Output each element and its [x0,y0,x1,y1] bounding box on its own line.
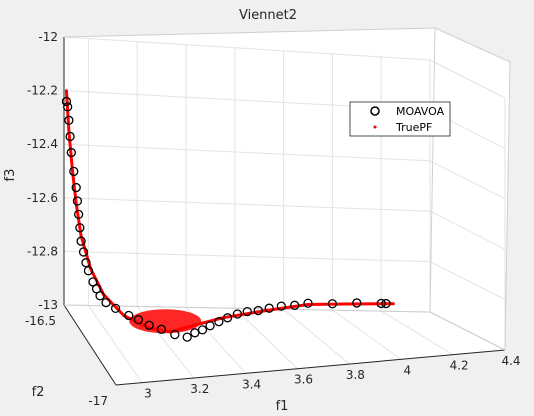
x-tick-label-1: 3.2 [190,382,209,396]
back-wall [64,28,435,312]
moavoa-point-7 [72,196,83,206]
moavoa-point-0 [61,96,72,107]
z-tick-label-3: -12.6 [27,191,58,205]
moavoa-point-18 [110,303,121,314]
moavoa-point-27 [205,321,215,331]
legend-moavoa-marker [370,106,380,116]
moavoa-point-9 [75,223,85,233]
x-tick-label-7: 4.4 [501,354,520,368]
grid-x-floor-5 [332,309,402,360]
grid-x-floor-4 [283,308,350,365]
z-tick-label-5: -13 [38,298,58,312]
moavoa-point-11 [78,247,89,257]
truepf-point-1 [67,129,71,133]
moavoa-point-20 [133,315,144,325]
z-tick-label-4: -12.8 [27,244,58,258]
grid-z-back-0 [63,36,431,61]
moavoa-point-34 [276,301,286,311]
truepf-point-0 [64,89,68,93]
chart-title: Viennet2 [239,8,297,23]
y-axis-label: f2 [32,385,45,400]
moavoa-point-3 [65,131,75,142]
grid-z-side-2 [429,160,506,200]
moavoa-point-40 [381,298,391,309]
moavoa-point-24 [182,332,192,342]
truepf-point-2 [71,169,75,173]
legend-moavoa-label: MOAVOA [396,105,445,118]
moavoa-point-28 [214,317,224,327]
moavoa-point-30 [232,309,243,319]
right-wall [430,28,510,350]
z-tick-label-1: -12.2 [27,84,58,98]
grid-z-back-3 [63,197,431,212]
z-tick-label-2: -12.4 [27,137,58,151]
moavoa-point-4 [66,147,76,158]
moavoa-point-39 [376,298,386,309]
z-axis-label: f3 [3,169,18,182]
moavoa-point-36 [303,298,313,308]
moavoa-point-23 [170,329,180,340]
moavoa-point-19 [124,310,134,321]
moavoa-point-31 [242,306,252,317]
x-tick-label-0: 3 [144,387,152,401]
legend-box [349,101,451,137]
grid-z-side-3 [429,210,506,250]
moavoa-point-32 [253,305,263,316]
moavoa-point-13 [83,266,94,276]
x-tick-label-4: 3.8 [346,368,365,382]
moavoa-point-1 [63,102,73,112]
x-tick-label-2: 3.4 [242,377,261,391]
x-axis-label: f1 [276,399,289,414]
x-tick-label-6: 4.2 [450,359,469,373]
grid-z-side-0 [429,59,506,99]
z-tick-label-0: -12 [38,30,58,44]
truepf-point-14 [343,302,347,306]
grid-x-floor-6 [380,310,454,356]
grid-x-floor-0 [87,305,143,383]
moavoa-point-25 [190,328,200,338]
moavoa-point-22 [156,324,167,334]
tick-labels: 3 3.2 3.4 3.6 3.8 4 4.2 4.4 -12 -12.2 -12.4 -12.6 -1… [25,30,521,408]
moavoa-point-10 [76,236,86,246]
y-tick-label-1: -17 [88,394,108,408]
axis-lines [63,27,511,386]
moavoa-point-8 [73,209,84,220]
grid-z-back-4 [63,250,431,263]
moavoa-point-17 [101,297,111,308]
legend-truepf-label: TruePF [395,121,432,134]
moavoa-point-35 [290,300,300,310]
x-tick-label-5: 4 [403,363,411,377]
grid-z-back-2 [63,143,431,162]
moavoa-point-16 [95,291,105,301]
moavoa-point-33 [264,303,274,313]
moavoa-point-26 [197,325,208,335]
x-tick-label-3: 3.6 [294,373,313,387]
moavoa-point-5 [69,166,79,177]
truepf-point-4 [79,234,83,238]
truepf-point-15 [391,302,395,306]
grid [63,36,506,386]
moavoa-point-29 [222,313,233,323]
legend-truepf-marker [373,125,377,129]
moavoa-point-37 [327,299,338,309]
moavoa-point-2 [64,115,74,125]
moavoa-point-6 [71,182,81,193]
moavoa-point-21 [144,320,154,330]
moavoa-point-12 [81,258,91,268]
y-tick-label-0: -16.5 [25,314,56,328]
truepf-point-10 [189,324,193,328]
truepf-knee-cluster [129,309,202,334]
truepf-point-13 [306,303,310,307]
grid-x-floor-3 [234,307,298,370]
legend: MOAVOA TruePF [349,101,451,137]
moavoa-point-38 [352,298,362,308]
moavoa-series [61,96,391,342]
grid-z-side-4 [429,261,506,301]
